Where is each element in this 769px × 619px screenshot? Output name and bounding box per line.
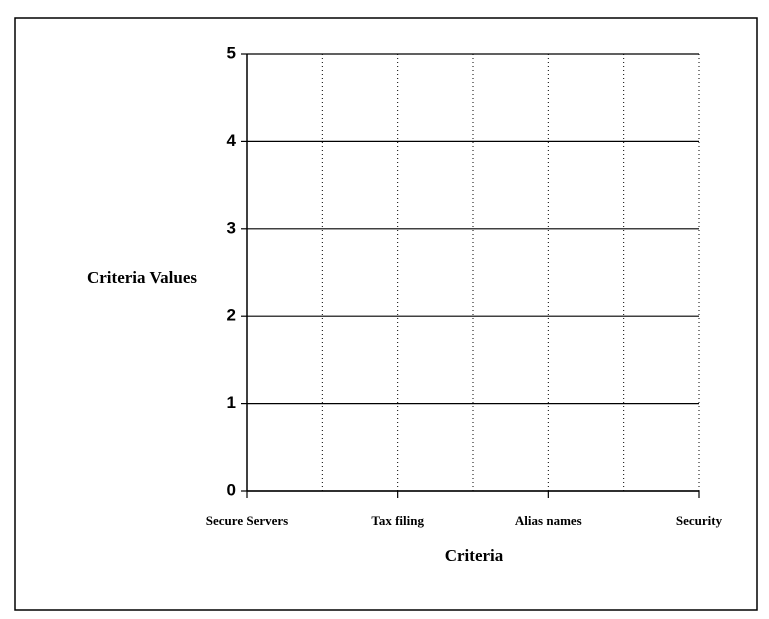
y-tick-label: 4 <box>227 131 237 150</box>
x-tick-label: Tax filing <box>371 513 424 528</box>
y-tick-label: 0 <box>227 480 236 499</box>
x-tick-label: Security <box>676 513 723 528</box>
y-tick-label: 2 <box>227 306 236 325</box>
x-tick-label: Alias names <box>515 513 582 528</box>
frame <box>14 17 758 611</box>
y-tick-label: 5 <box>227 43 236 62</box>
y-tick-label: 1 <box>227 393 236 412</box>
x-axis-label: Criteria <box>445 546 504 565</box>
y-axis-label: Criteria Values <box>87 268 197 287</box>
x-tick-label: Secure Servers <box>206 513 288 528</box>
y-tick-label: 3 <box>227 218 236 237</box>
